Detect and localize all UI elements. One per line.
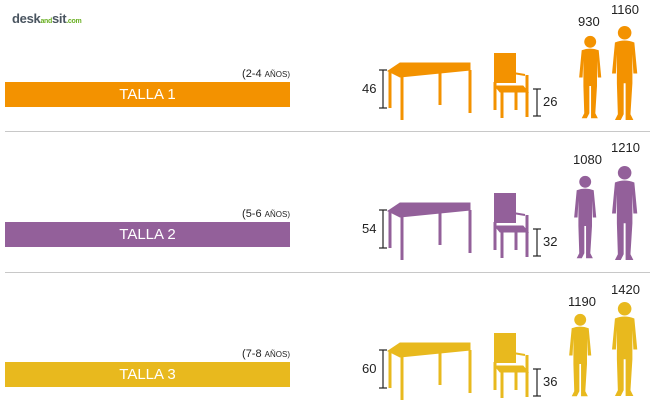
table-height-marker: [379, 349, 387, 389]
person-large-height: 1160: [611, 2, 639, 17]
person-silhouette-icon: [612, 25, 638, 121]
table-icon: [387, 202, 472, 260]
chair-height-marker: [533, 228, 541, 257]
age-range: (7-8 AÑOS): [242, 348, 290, 360]
person-silhouette-icon: [574, 175, 597, 259]
divider: [5, 131, 650, 132]
person-silhouette-icon: [612, 301, 638, 397]
person-large-height: 1420: [611, 282, 640, 297]
chair-icon: [493, 193, 530, 258]
person-small-height: 1190: [568, 294, 596, 309]
table-icon: [387, 342, 472, 400]
chair-height-value: 36: [543, 374, 558, 389]
table-height-value: 46: [362, 81, 377, 96]
table-height-value: 60: [362, 361, 377, 376]
size-bar: TALLA 2: [5, 222, 290, 247]
age-range: (2-4 AÑOS): [242, 68, 290, 80]
chair-height-marker: [533, 88, 541, 117]
table-height-marker: [379, 69, 387, 109]
logo: deskandsit.com: [12, 11, 82, 26]
table-height-marker: [379, 209, 387, 249]
person-silhouette-icon: [612, 165, 638, 261]
size-bar: TALLA 1: [5, 82, 290, 107]
person-small-height: 930: [578, 14, 600, 29]
person-silhouette-icon: [569, 313, 592, 397]
table-icon: [387, 62, 472, 120]
age-range: (5-6 AÑOS): [242, 208, 290, 220]
size-bar: TALLA 3: [5, 362, 290, 387]
person-large-height: 1210: [611, 140, 640, 155]
chair-height-value: 32: [543, 234, 558, 249]
divider: [5, 272, 650, 273]
chair-icon: [493, 333, 530, 398]
person-small-height: 1080: [573, 152, 602, 167]
chair-height-value: 26: [543, 94, 558, 109]
person-silhouette-icon: [579, 35, 602, 119]
table-height-value: 54: [362, 221, 377, 236]
chair-height-marker: [533, 368, 541, 397]
chair-icon: [493, 53, 530, 118]
